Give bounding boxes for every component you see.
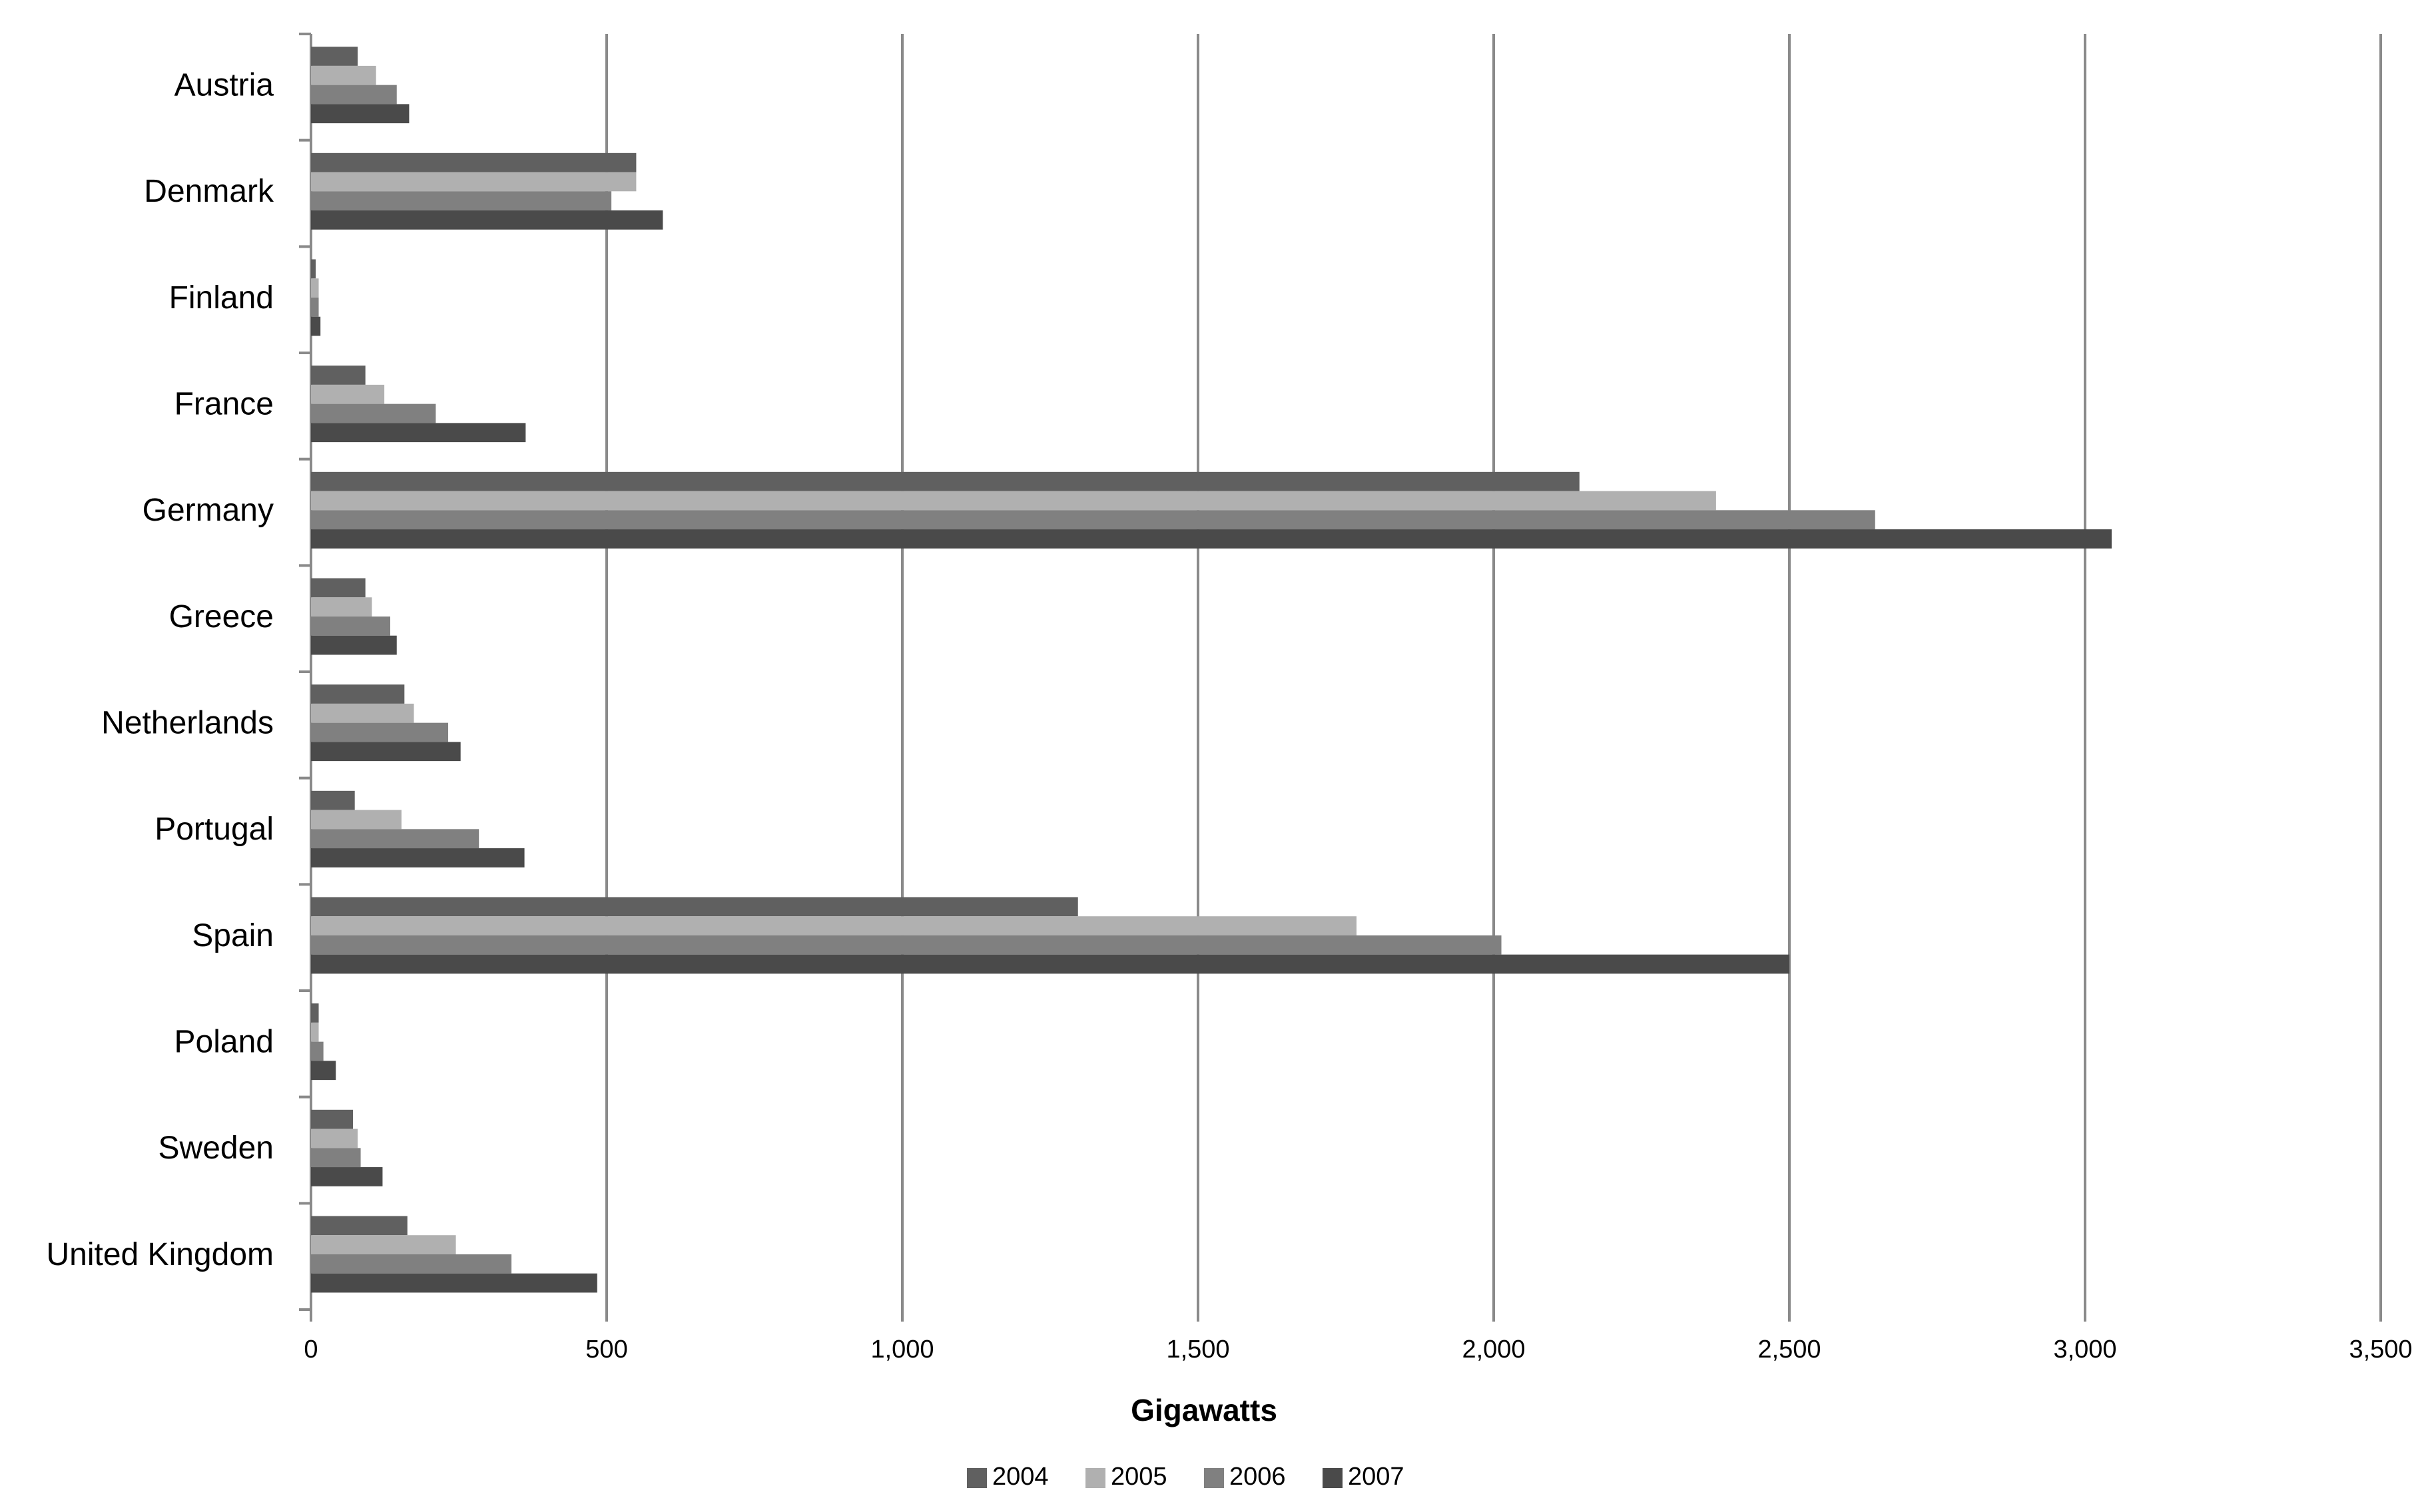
bar [311, 471, 1580, 491]
bar [311, 897, 1078, 917]
bar [311, 1254, 512, 1274]
bar [311, 1109, 354, 1129]
bar [311, 210, 663, 230]
bar [311, 529, 2112, 549]
bar [311, 366, 366, 385]
y-tick-label: Netherlands [101, 706, 274, 741]
bar [311, 684, 405, 704]
legend-swatch [1323, 1468, 1343, 1488]
bar [311, 423, 526, 443]
legend-label: 2006 [1229, 1463, 1286, 1491]
bar [311, 742, 461, 762]
bar [311, 916, 1357, 935]
y-tick-label: Spain [192, 918, 274, 953]
bar [311, 578, 366, 598]
bar [311, 954, 1789, 974]
x-tick-label: 1,500 [1166, 1336, 1229, 1364]
x-tick-label: 2,000 [1462, 1336, 1525, 1364]
bar [311, 1235, 456, 1254]
bar [311, 259, 316, 279]
bar [311, 1148, 361, 1168]
x-tick-label: 0 [304, 1336, 318, 1364]
legend-swatch [967, 1468, 987, 1488]
bar [311, 316, 321, 336]
legend-swatch [1085, 1468, 1105, 1488]
x-tick-label: 3,500 [2349, 1336, 2412, 1364]
bar [311, 510, 1875, 530]
y-tick-label: Austria [174, 68, 274, 103]
bar [311, 191, 612, 211]
bar [311, 935, 1502, 955]
bar [311, 172, 637, 192]
bar [311, 1061, 336, 1081]
bar [311, 297, 319, 317]
x-tick-label: 3,000 [2053, 1336, 2116, 1364]
bar [311, 85, 397, 105]
bar [311, 790, 355, 810]
y-tick-label: France [174, 387, 274, 422]
legend-label: 2004 [992, 1463, 1049, 1491]
bar [311, 810, 402, 830]
bar [311, 1129, 358, 1148]
x-tick-label: 2,500 [1757, 1336, 1821, 1364]
bar [311, 616, 390, 636]
bar [311, 1041, 324, 1061]
bar [311, 403, 436, 423]
y-tick-label: Germany [143, 493, 274, 528]
bar [311, 1003, 319, 1023]
bar [311, 1167, 383, 1186]
bar [311, 1216, 408, 1236]
bar [311, 152, 637, 172]
bar [311, 597, 372, 617]
y-tick-label: Finland [169, 280, 274, 316]
bar [311, 384, 385, 404]
x-axis-title: Gigawatts [1131, 1393, 1277, 1427]
y-tick-label: Denmark [144, 174, 274, 209]
bar [311, 104, 410, 124]
bar [311, 848, 525, 868]
bar [311, 1273, 597, 1293]
bar [311, 65, 376, 85]
y-tick-label: Portugal [154, 812, 274, 847]
legend-label: 2005 [1111, 1463, 1167, 1491]
bar [311, 278, 319, 298]
y-tick-label: Poland [174, 1025, 274, 1060]
y-tick-label: Sweden [158, 1131, 274, 1166]
bar [311, 635, 397, 655]
x-tick-label: 500 [585, 1336, 627, 1364]
bar [311, 829, 479, 849]
bar [311, 703, 414, 723]
bar [311, 491, 1716, 511]
bar [311, 722, 449, 742]
legend-swatch [1204, 1468, 1224, 1488]
x-tick-label: 1,000 [870, 1336, 934, 1364]
legend-label: 2007 [1348, 1463, 1404, 1491]
bar [311, 1022, 319, 1042]
bar [311, 47, 358, 66]
y-tick-label: Greece [169, 599, 274, 634]
y-tick-label: United Kingdom [46, 1237, 274, 1272]
